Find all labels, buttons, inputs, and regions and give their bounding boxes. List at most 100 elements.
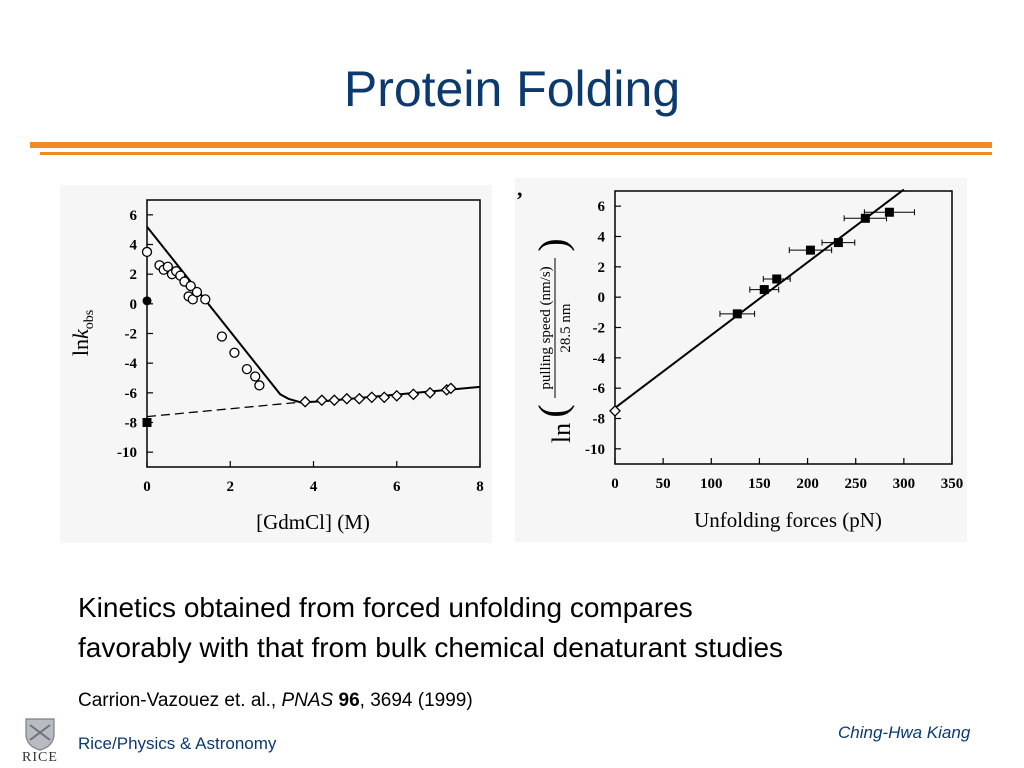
slide-title: Protein Folding [343, 61, 681, 117]
denaturant-open-diamond-point [353, 392, 366, 405]
force-x-tick-label: 150 [748, 476, 771, 492]
denaturant-y-tick-label: -2 [125, 327, 138, 343]
denaturant-x-tick-label: 6 [393, 479, 401, 495]
caption-line-1: Kinetics obtained from forced unfolding … [78, 592, 693, 623]
denaturant-y-tick-label: 0 [130, 297, 138, 313]
force-y-tick-label: 0 [598, 290, 606, 306]
force-x-tick-label: 0 [611, 476, 619, 492]
force-filled-square-point [732, 309, 742, 319]
denaturant-open-diamond-point [390, 389, 403, 402]
force-fit-line-solid [614, 188, 905, 409]
denaturant-y-tick-label: -4 [125, 356, 138, 372]
denaturant-open-circle-point [250, 371, 261, 382]
denaturant-y-tick-label: -6 [125, 386, 138, 402]
force-x-tick-label: 250 [844, 476, 867, 492]
denaturant-open-diamond-point [378, 391, 391, 404]
force-y-tick-label: 2 [598, 260, 606, 276]
denaturant-open-circle-point [216, 331, 228, 342]
force-y-tick-label: -8 [593, 412, 606, 428]
force-chart: , 0 50 100 150 200 250 300 350 6 4 2 0 -2 -4 -6 -8 -10 U… [515, 176, 967, 542]
force-y-tick-label: 6 [598, 199, 606, 215]
denaturant-x-tick-label: 2 [227, 479, 235, 495]
denaturant-open-diamond-point [444, 382, 457, 395]
denaturant-fit-line-dashed [146, 401, 306, 418]
denaturant-filled-circle-point [142, 296, 152, 306]
force-chart-crop-mark: , [517, 176, 523, 201]
denaturant-open-circle-point [241, 363, 253, 375]
force-chart-background [515, 178, 967, 542]
force-filled-square-point [759, 285, 769, 295]
citation: Carrion-Vazouez et. al., PNAS 96, 3694 (… [78, 690, 473, 712]
y-label-denominator: 28.5 nm [558, 303, 574, 353]
denaturant-open-circle-point [254, 380, 265, 391]
denaturant-chart: 0 2 4 6 8 6 4 2 0 -2 -4 -6 -8 -10 [GdmCl] (M) lnkobs [60, 185, 492, 543]
denaturant-open-diamond-point [340, 392, 353, 405]
denaturant-y-axis-label: lnkobs [68, 310, 97, 356]
y-label-paren-open: ( [530, 404, 575, 417]
denaturant-y-tick-label: 6 [130, 208, 138, 224]
citation-authors: Carrion-Vazouez et. al., [78, 690, 282, 711]
denaturant-y-tick-label: -8 [125, 416, 138, 432]
force-x-tick-label: 200 [796, 476, 819, 492]
force-y-tick-label: -2 [593, 321, 606, 337]
citation-pages-year: , 3694 (1999) [359, 690, 473, 711]
denaturant-x-tick-label: 0 [143, 479, 151, 495]
force-x-tick-label: 50 [656, 476, 671, 492]
citation-journal: PNAS [281, 690, 334, 711]
citation-volume: 96 [338, 690, 360, 711]
y-label-ln: ln [547, 423, 576, 443]
denaturant-open-circle-point [229, 347, 240, 358]
force-fit-line [614, 188, 905, 409]
force-y-tick-label: -10 [585, 442, 605, 458]
denaturant-open-diamond-point [315, 394, 328, 407]
force-open-diamond-point [609, 404, 621, 417]
denaturant-open-diamond-point [407, 388, 420, 401]
force-y-axis-label: pulling speed (nm/s) 28.5 nm ln ( ) [530, 238, 576, 443]
force-x-tick-label: 300 [893, 476, 916, 492]
force-filled-square-point [805, 245, 815, 255]
y-label-paren-close: ) [530, 238, 575, 251]
y-label-ln: ln [68, 339, 93, 356]
denaturant-open-diamond-point [328, 394, 341, 407]
y-label-sub: obs [82, 310, 97, 329]
denaturant-y-tick-label: 4 [130, 238, 138, 254]
force-points [609, 207, 915, 417]
force-x-tick-label: 100 [700, 476, 723, 492]
logo-text: RICE [22, 750, 58, 765]
author-name: Ching-Hwa Kiang [838, 723, 971, 742]
denaturant-y-tick-label: 2 [130, 267, 138, 283]
title-divider-thin [40, 152, 992, 155]
force-x-axis-label: Unfolding forces (pN) [694, 508, 882, 532]
force-y-tick-label: -6 [593, 381, 606, 397]
denaturant-open-diamond-point [299, 395, 312, 408]
force-x-tick-label: 350 [941, 476, 964, 492]
y-label-k: k [68, 328, 93, 339]
denaturant-open-circle-point [200, 294, 211, 305]
denaturant-y-tick-label: -10 [117, 445, 137, 461]
force-y-tick-label: 4 [598, 230, 606, 246]
denaturant-ticks: 0 2 4 6 8 6 4 2 0 -2 -4 -6 -8 -10 [117, 208, 484, 495]
force-filled-square-point [772, 274, 782, 284]
denaturant-open-circle-point [141, 246, 153, 258]
denaturant-open-circle-point [185, 280, 196, 292]
denaturant-open-diamond-point [365, 391, 378, 404]
force-filled-square-point [884, 207, 894, 217]
caption-line-2: favorably with that from bulk chemical d… [78, 632, 784, 663]
force-y-tick-label: -4 [593, 351, 606, 367]
denaturant-chart-background [60, 185, 492, 543]
slide-caption: Kinetics obtained from forced unfolding … [78, 588, 783, 668]
force-filled-square-point [860, 213, 870, 223]
denaturant-x-axis-label: [GdmCl] (M) [256, 510, 370, 534]
denaturant-filled-square-point [142, 418, 152, 427]
y-label-numerator: pulling speed (nm/s) [538, 266, 554, 389]
denaturant-open-diamond-point [424, 386, 436, 399]
title-divider-thick [30, 142, 992, 148]
department-footer: Rice/Physics & Astronomy [78, 734, 277, 753]
force-ticks: 0 50 100 150 200 250 300 350 6 4 2 0 -2 -4 -6 -8 -10 [585, 199, 963, 492]
denaturant-open-circle-point [191, 286, 203, 298]
svg-text:lnkobs: lnkobs [68, 310, 97, 356]
denaturant-x-tick-label: 4 [310, 479, 318, 495]
rice-shield-icon [25, 718, 55, 751]
denaturant-x-tick-label: 8 [476, 479, 484, 495]
